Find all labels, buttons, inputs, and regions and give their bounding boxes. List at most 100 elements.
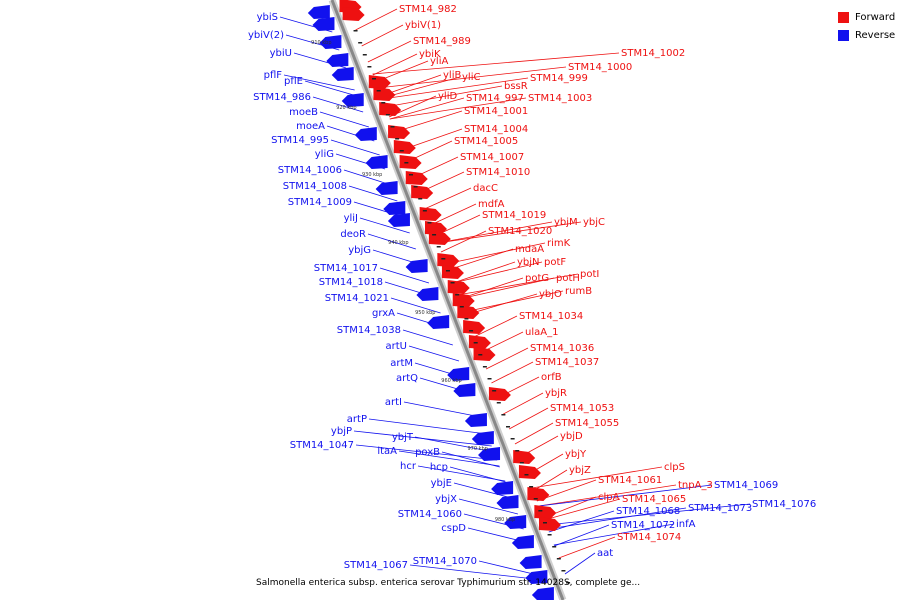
reverse-gene-block bbox=[519, 555, 542, 569]
scale-ticks: 910 kbp 920 kbp 930 kbp 940 kbp 950 kbp 960 k… bbox=[311, 40, 515, 523]
reverse-gene-label: STM14_1072 bbox=[611, 520, 675, 531]
reverse-gene-label: yliG bbox=[315, 149, 334, 160]
feature-dot bbox=[413, 186, 418, 188]
forward-gene-block bbox=[488, 387, 511, 401]
forward-connector bbox=[447, 248, 514, 271]
reverse-gene-block bbox=[471, 431, 494, 445]
reverse-gene-label: ybjE bbox=[431, 478, 452, 489]
reverse-gene-label: grxA bbox=[372, 308, 395, 319]
reverse-connector bbox=[390, 297, 441, 314]
feature-dot bbox=[418, 198, 423, 200]
reverse-gene-block bbox=[375, 181, 398, 195]
feature-dot bbox=[478, 354, 483, 356]
forward-connector bbox=[361, 24, 404, 47]
forward-swatch bbox=[838, 11, 849, 23]
forward-connector bbox=[452, 261, 516, 284]
reverse-gene-block bbox=[447, 367, 470, 381]
feature-dot bbox=[432, 234, 437, 236]
reverse-connector bbox=[449, 466, 506, 483]
reverse-gene-label: STM14_1070 bbox=[413, 556, 477, 567]
forward-gene-block bbox=[399, 155, 422, 169]
genome-axis bbox=[328, 0, 567, 600]
forward-gene-label: ybiV(1) bbox=[405, 20, 441, 31]
reverse-connector bbox=[343, 169, 392, 186]
reverse-gene-block bbox=[319, 35, 342, 49]
reverse-gene-label: STM14_1021 bbox=[325, 293, 389, 304]
reverse-gene-label: cspD bbox=[441, 523, 466, 534]
feature-dot bbox=[506, 426, 511, 428]
legend: Forward Reverse bbox=[838, 8, 895, 44]
reverse-gene-label: artQ bbox=[396, 373, 418, 384]
reverse-gene-label: artP bbox=[347, 414, 367, 425]
forward-gene-label: ybjO bbox=[539, 289, 562, 300]
reverse-gene-label: STM14_1047 bbox=[290, 440, 354, 451]
forward-gene-block bbox=[473, 347, 496, 361]
forward-connector bbox=[452, 261, 543, 284]
reverse-gene-label: ybjP bbox=[331, 426, 352, 437]
forward-gene-label: ybiK bbox=[419, 49, 441, 60]
gene-features bbox=[307, 0, 571, 600]
reverse-connector bbox=[398, 450, 500, 467]
reverse-connector bbox=[368, 418, 488, 435]
feature-dot bbox=[390, 126, 395, 128]
reverse-connector bbox=[355, 444, 498, 461]
reverse-gene-label: ybiV(2) bbox=[248, 30, 284, 41]
reverse-connector bbox=[283, 74, 355, 91]
feature-dot bbox=[510, 438, 515, 440]
forward-gene-label: STM14_1004 bbox=[464, 124, 528, 135]
forward-gene-label: STM14_1010 bbox=[466, 167, 530, 178]
forward-connector bbox=[508, 407, 549, 430]
forward-gene-label: STM14_982 bbox=[399, 4, 457, 15]
feature-dot bbox=[566, 582, 571, 584]
reverse-connector bbox=[564, 552, 596, 575]
feature-dot bbox=[404, 162, 409, 164]
feature-dot bbox=[367, 66, 372, 68]
reverse-gene-block bbox=[383, 201, 406, 215]
reverse-gene-block bbox=[312, 17, 335, 31]
feature-dot bbox=[552, 546, 557, 548]
reverse-connector bbox=[304, 80, 358, 97]
forward-connector bbox=[372, 53, 418, 76]
forward-gene-block bbox=[513, 450, 536, 464]
forward-gene-label: ybjD bbox=[560, 431, 583, 442]
feature-dot bbox=[561, 570, 566, 572]
forward-connector bbox=[440, 230, 487, 253]
reverse-gene-block bbox=[478, 447, 501, 461]
reverse-connector bbox=[409, 564, 544, 581]
forward-gene-block bbox=[538, 517, 561, 531]
forward-connector bbox=[437, 221, 582, 244]
reverse-connector bbox=[538, 484, 713, 507]
forward-gene-block bbox=[428, 231, 451, 245]
forward-gene-block bbox=[373, 87, 396, 101]
forward-gene-label: STM14_1003 bbox=[528, 93, 592, 104]
forward-gene-block bbox=[393, 140, 416, 154]
forward-gene-label: ybjN bbox=[517, 257, 540, 268]
forward-gene-block bbox=[437, 253, 460, 267]
forward-connector bbox=[532, 469, 568, 492]
feature-dot bbox=[492, 390, 497, 392]
feature-dot bbox=[372, 78, 377, 80]
reverse-gene-block bbox=[453, 383, 476, 397]
forward-gene-block bbox=[441, 265, 464, 279]
forward-connector bbox=[514, 422, 554, 445]
feature-dot bbox=[469, 330, 474, 332]
feature-dot bbox=[441, 258, 446, 260]
forward-connector bbox=[430, 203, 477, 226]
scale-tick-label: 910 kbp bbox=[311, 40, 331, 46]
forward-gene-block bbox=[379, 102, 402, 116]
reverse-connector bbox=[417, 465, 506, 482]
reverse-connector bbox=[379, 267, 430, 284]
reverse-connector bbox=[312, 96, 364, 113]
forward-gene-label: STM14_1061 bbox=[598, 475, 662, 486]
reverse-gene-label: artM bbox=[390, 358, 413, 369]
forward-gene-label: STM14_1036 bbox=[530, 343, 594, 354]
reverse-gene-label: artU bbox=[386, 341, 407, 352]
forward-gene-label: ulaA_1 bbox=[525, 327, 558, 338]
scale-tick-label: 930 kbp bbox=[362, 172, 382, 178]
forward-gene-label: STM14_989 bbox=[413, 36, 471, 47]
feature-dot bbox=[501, 414, 506, 416]
forward-connector bbox=[544, 498, 621, 521]
feature-dot bbox=[556, 558, 561, 560]
forward-gene-label: potI bbox=[580, 269, 599, 280]
